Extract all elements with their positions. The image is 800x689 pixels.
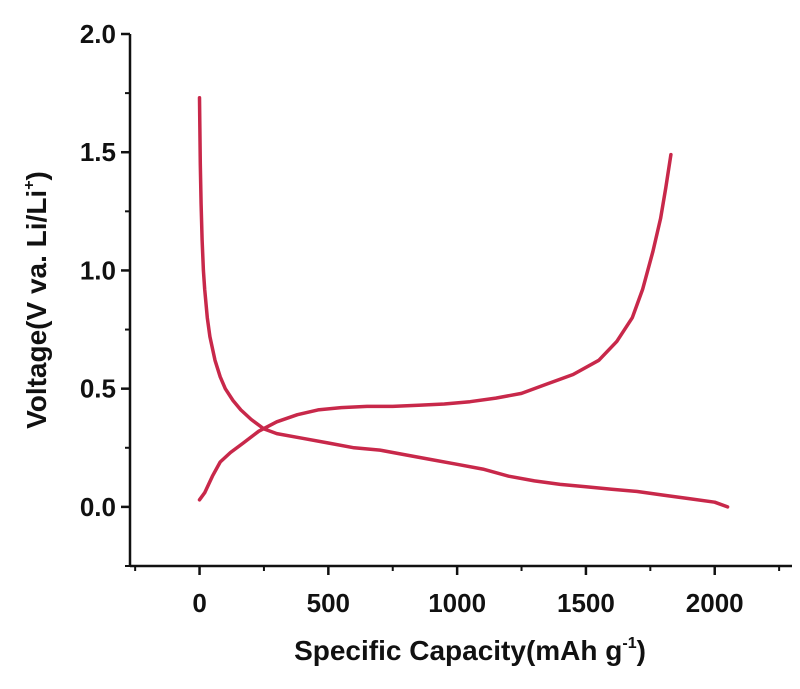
y-tick-label: 1.5 [80, 137, 116, 167]
x-tick-label: 1000 [428, 588, 486, 618]
x-tick-label: 2000 [686, 588, 744, 618]
x-tick-label: 500 [307, 588, 350, 618]
series-line-1 [197, 96, 730, 509]
x-tick-label: 1500 [557, 588, 615, 618]
y-tick-label: 0.0 [80, 492, 116, 522]
x-tick-label: 0 [192, 588, 206, 618]
x-axis-title: Specific Capacity(mAh g-1) [294, 635, 646, 666]
tick-marks [121, 32, 781, 575]
y-tick-label: 0.5 [80, 374, 116, 404]
y-axis-title: Voltage(V va. Li/Li+) [21, 171, 52, 429]
y-tick-label: 2.0 [80, 19, 116, 49]
axes [128, 34, 792, 568]
series-line-2 [197, 152, 673, 502]
series-layer [197, 96, 730, 509]
tick-labels: 0 500 1000 1500 2000 0.0 0.5 1.0 1.5 2.0 [80, 19, 744, 618]
y-tick-label: 1.0 [80, 255, 116, 285]
